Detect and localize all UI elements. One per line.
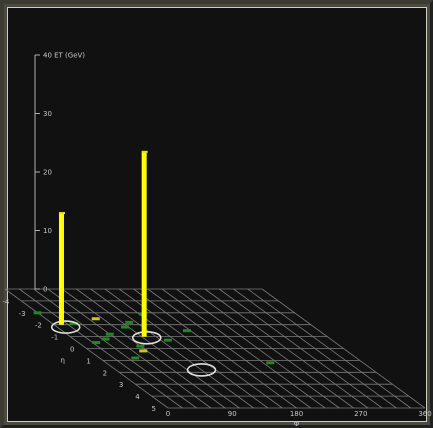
grid-line-phi <box>90 288 254 409</box>
energy-deposit <box>101 337 110 341</box>
eta-tick-label: 3 <box>119 381 123 389</box>
energy-deposit <box>266 361 275 365</box>
energy-deposit <box>163 338 172 342</box>
eta-tick-label: 5 <box>152 405 156 413</box>
energy-deposit <box>120 325 129 329</box>
energy-deposit <box>139 349 148 353</box>
phi-tick-label: 360 <box>418 410 431 418</box>
eta-tick-label: 1 <box>86 357 90 365</box>
eta-axis-title: η <box>61 357 65 365</box>
phi-tick-label: 0 <box>166 410 170 418</box>
tower-top <box>58 212 65 215</box>
axes <box>34 54 40 290</box>
grid-line-phi <box>204 288 369 409</box>
eta-tick-label: 2 <box>103 369 107 377</box>
jet-circles <box>50 320 217 377</box>
eta-tick-label: -1 <box>51 334 58 342</box>
eta-tick-label: 0 <box>70 346 74 354</box>
eta-tick-label: -4 <box>2 298 10 306</box>
grid-line-phi <box>190 288 354 409</box>
eta-tick-label: -3 <box>19 310 26 318</box>
jet-circle <box>186 363 217 377</box>
energy-deposit <box>92 341 101 345</box>
grid-line-phi <box>161 288 326 409</box>
et-towers <box>58 150 148 337</box>
phi-tick-label: 90 <box>228 410 237 418</box>
grid-line-phi <box>233 288 397 409</box>
grid-line-phi <box>61 288 226 409</box>
grid-line-phi <box>4 288 169 409</box>
phi-tick-label: 270 <box>354 410 367 418</box>
et-tick-label: 30 <box>43 110 52 118</box>
grid-line-phi <box>104 288 269 409</box>
plot-panel <box>7 7 427 422</box>
grid-line-phi <box>19 288 183 409</box>
grid-line-phi <box>218 288 383 409</box>
eta-tick-label: -2 <box>35 322 42 330</box>
phi-axis-title: Φ <box>294 420 300 428</box>
energy-deposit <box>136 344 145 348</box>
energy-deposit <box>69 322 78 326</box>
eta-phi-grid <box>4 288 426 409</box>
grid-line-phi <box>176 288 340 409</box>
et-tick-label: 40 ET (GeV) <box>43 52 85 60</box>
et-tick-label: 0 <box>43 286 47 294</box>
energy-deposit <box>105 332 114 336</box>
jet-circle <box>50 320 81 334</box>
energy-deposit <box>33 311 42 315</box>
grid-line-phi <box>261 288 426 409</box>
phi-tick-label: 180 <box>290 410 303 418</box>
energy-deposit <box>182 329 191 333</box>
et-tower <box>141 152 147 337</box>
et-tick-label: 10 <box>43 227 52 235</box>
grid-line-phi <box>133 288 297 409</box>
et-tower <box>58 213 64 325</box>
grid-line-phi <box>47 288 212 409</box>
tower-top <box>141 150 148 153</box>
et-tick-label: 20 <box>43 169 52 177</box>
jet-circle <box>131 330 162 345</box>
eta-tick-label: 4 <box>135 393 140 401</box>
grid-line-phi <box>147 288 312 409</box>
grid-line-phi <box>247 288 411 409</box>
energy-deposit <box>125 320 134 324</box>
energy-deposit <box>91 317 100 321</box>
grid-line-phi <box>76 288 240 409</box>
energy-deposit <box>131 356 140 360</box>
